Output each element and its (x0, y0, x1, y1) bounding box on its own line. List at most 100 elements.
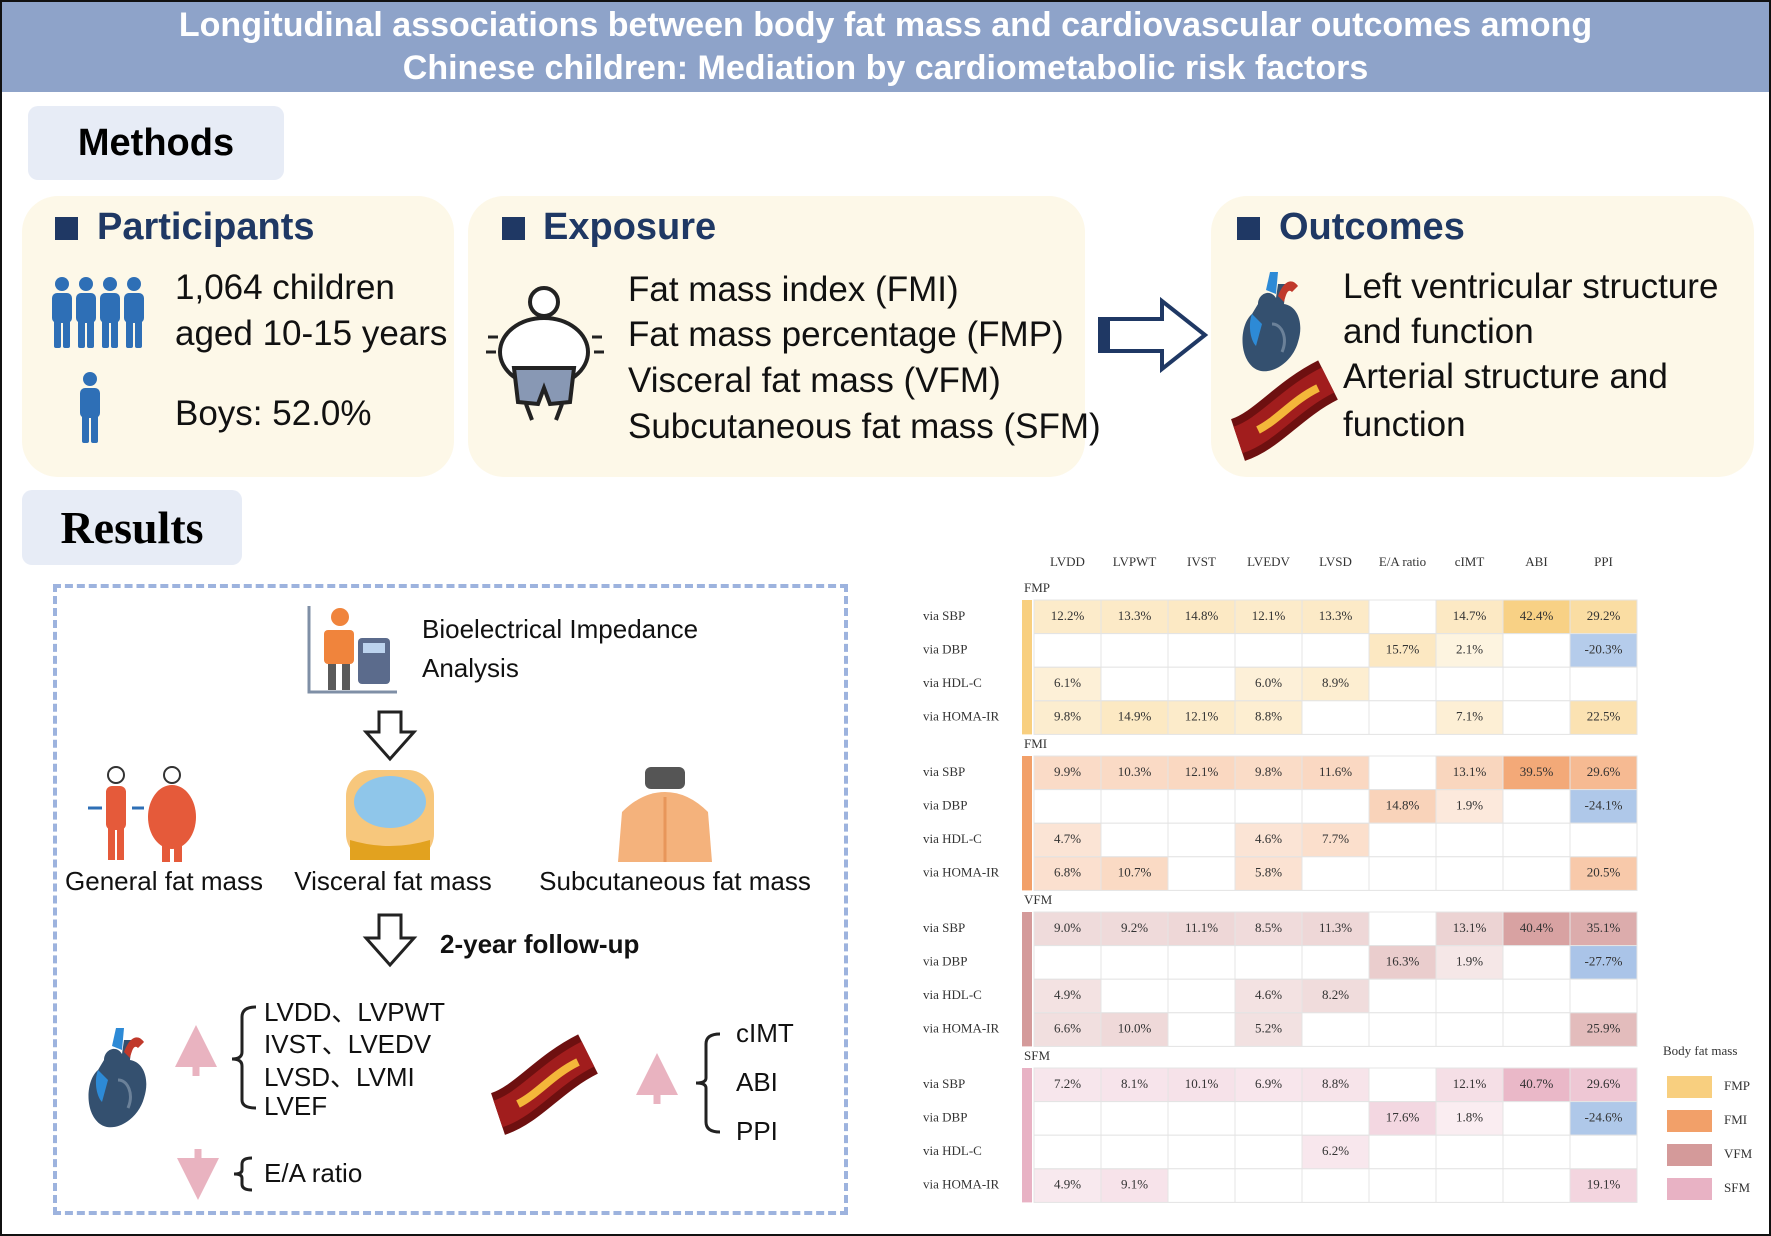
cell (1368, 1067, 1437, 1103)
column-header: LVEDV (1247, 554, 1290, 569)
cell (1301, 1168, 1370, 1203)
cell (1100, 1101, 1169, 1136)
cell (1167, 945, 1236, 980)
arterial-outcome: PPI (736, 1116, 778, 1146)
row-label: via DBP (923, 953, 967, 968)
cell (1301, 700, 1370, 735)
cell (1569, 1012, 1638, 1047)
cell (1368, 856, 1437, 891)
cell (1569, 1067, 1638, 1103)
cell (1167, 1134, 1236, 1170)
cell (1435, 822, 1504, 858)
fat-type: General fat mass (65, 866, 263, 896)
row-label: via HOMA-IR (923, 709, 1000, 724)
cell-value: 4.9% (1054, 987, 1081, 1002)
fat-type: Subcutaneous fat mass (539, 866, 811, 896)
cell (1502, 945, 1571, 980)
results-label: Results (22, 490, 242, 565)
header: Longitudinal associations between body f… (2, 2, 1769, 92)
cell-value: 6.2% (1322, 1143, 1349, 1158)
cell (1502, 599, 1571, 635)
body-icon (486, 286, 604, 421)
cell-value: 10.7% (1118, 865, 1152, 880)
cell-value: 12.1% (1185, 764, 1219, 779)
cell-value: -24.6% (1585, 1109, 1623, 1124)
cell-value: 14.7% (1453, 608, 1487, 623)
cell-value: 15.7% (1386, 641, 1420, 656)
exposure-line: Visceral fat mass (VFM) (628, 361, 1001, 400)
cell (1435, 1012, 1504, 1047)
cell-value: 17.6% (1386, 1109, 1420, 1124)
cell (1167, 1101, 1236, 1136)
cell (1435, 1168, 1504, 1203)
outcomes-heading: Outcomes (1279, 206, 1465, 248)
cell (1368, 599, 1437, 635)
cell-value: 4.6% (1255, 831, 1282, 846)
column-header: LVSD (1319, 554, 1352, 569)
cell (1100, 789, 1169, 824)
row-label: via HDL-C (923, 1143, 982, 1158)
cell-value: 25.9% (1587, 1021, 1621, 1036)
cell (1167, 1168, 1236, 1203)
cell (1301, 1012, 1370, 1047)
legend-title: Body fat mass (1663, 1043, 1737, 1058)
cell-value: 9.1% (1121, 1177, 1148, 1192)
cell (1502, 1101, 1571, 1136)
row-label: via DBP (923, 797, 967, 812)
cell (1167, 856, 1236, 891)
cell (1234, 856, 1303, 891)
cell (1234, 1134, 1303, 1170)
general-fat-icon (88, 766, 196, 862)
column-header: IVST (1187, 554, 1216, 569)
group-bar (1022, 1068, 1032, 1203)
cell (1569, 1101, 1638, 1136)
cell (1167, 978, 1236, 1014)
cell-value: 2.1% (1456, 641, 1483, 656)
cell-value: 6.6% (1054, 1021, 1081, 1036)
cell-value: 1.9% (1456, 953, 1483, 968)
cell (1368, 700, 1437, 735)
cell-value: 29.2% (1587, 608, 1621, 623)
outcomes-line: function (1343, 405, 1466, 444)
braces (231, 1005, 721, 1192)
participants-line: Boys: 52.0% (175, 394, 372, 433)
cell-value: 13.1% (1453, 920, 1487, 935)
cell (1234, 599, 1303, 635)
cell (1569, 1168, 1638, 1203)
row-label: via HOMA-IR (923, 865, 1000, 880)
cell (1033, 1067, 1102, 1103)
cell (1301, 1101, 1370, 1136)
row-label: via SBP (923, 608, 965, 623)
legend-label: FMP (1724, 1078, 1750, 1093)
cell (1301, 822, 1370, 858)
cell-value: 11.1% (1185, 920, 1218, 935)
outcomes-line: Left ventricular structure (1343, 267, 1719, 306)
cell (1033, 945, 1102, 980)
cell-value: 12.1% (1252, 608, 1286, 623)
cell-value: 10.0% (1118, 1021, 1152, 1036)
cell (1569, 599, 1638, 635)
cell (1100, 1168, 1169, 1203)
row-label: via SBP (923, 1076, 965, 1091)
cell (1167, 1067, 1236, 1103)
cell (1033, 1101, 1102, 1136)
cardiac-outcome: LVSD、LVMI (264, 1062, 415, 1092)
arterial-outcome: cIMT (736, 1018, 794, 1048)
participants-line: 1,064 children (175, 268, 395, 307)
cell-value: 9.2% (1121, 920, 1148, 935)
cell-value: 42.4% (1520, 608, 1554, 623)
cell (1502, 911, 1571, 947)
group-bar (1022, 600, 1032, 735)
cell-value: 40.7% (1520, 1076, 1554, 1091)
cell (1234, 755, 1303, 791)
cell-value: 39.5% (1520, 764, 1554, 779)
column-header: PPI (1594, 554, 1613, 569)
visceral-fat-icon (346, 770, 434, 860)
cell-value: 4.6% (1255, 987, 1282, 1002)
cell-value: 14.8% (1185, 608, 1219, 623)
cell-value: 13.3% (1319, 608, 1353, 623)
cell (1435, 633, 1504, 668)
cell-value: 13.3% (1118, 608, 1152, 623)
